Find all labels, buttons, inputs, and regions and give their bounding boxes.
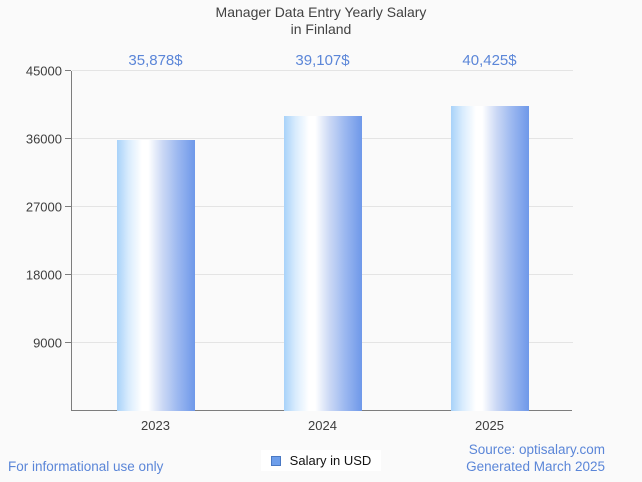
disclaimer-text: For informational use only <box>8 459 164 474</box>
bar <box>116 139 195 411</box>
legend: Salary in USD <box>0 450 642 471</box>
y-axis-tick <box>65 70 71 71</box>
y-axis-tick <box>65 206 71 207</box>
y-tick-label: 45000 <box>25 63 62 79</box>
y-tick-label: 27000 <box>25 199 62 215</box>
chart-title-line2: in Finland <box>290 21 352 37</box>
value-label: 40,425$ <box>462 52 517 69</box>
legend-label: Salary in USD <box>289 453 372 468</box>
y-axis-tick <box>65 138 71 139</box>
y-axis-tick <box>65 274 71 275</box>
chart-title-line1: Manager Data Entry Yearly Salary <box>215 4 427 20</box>
legend-box: Salary in USD <box>260 450 382 471</box>
value-label: 39,107$ <box>295 52 350 69</box>
gridline <box>72 70 573 71</box>
bar <box>283 115 362 411</box>
y-axis-tick <box>65 342 71 343</box>
x-tick-label: 2024 <box>308 418 337 433</box>
x-tick-label: 2023 <box>141 418 170 433</box>
chart-title: Manager Data Entry Yearly Salary in Finl… <box>0 4 642 38</box>
x-tick-label: 2025 <box>475 418 504 433</box>
value-label: 35,878$ <box>128 52 183 69</box>
bar <box>450 105 529 411</box>
y-tick-label: 36000 <box>25 131 62 147</box>
y-tick-label: 18000 <box>25 267 62 283</box>
source-attribution: Source: optisalary.com Generated March 2… <box>466 441 605 475</box>
legend-swatch-icon <box>270 455 281 466</box>
plot-area: 45000 36000 27000 18000 9000 35,878$ 2023 39,10… <box>26 52 573 433</box>
source-line: Source: optisalary.com <box>468 442 605 457</box>
generated-line: Generated March 2025 <box>466 459 605 474</box>
y-tick-label: 9000 <box>33 335 62 351</box>
